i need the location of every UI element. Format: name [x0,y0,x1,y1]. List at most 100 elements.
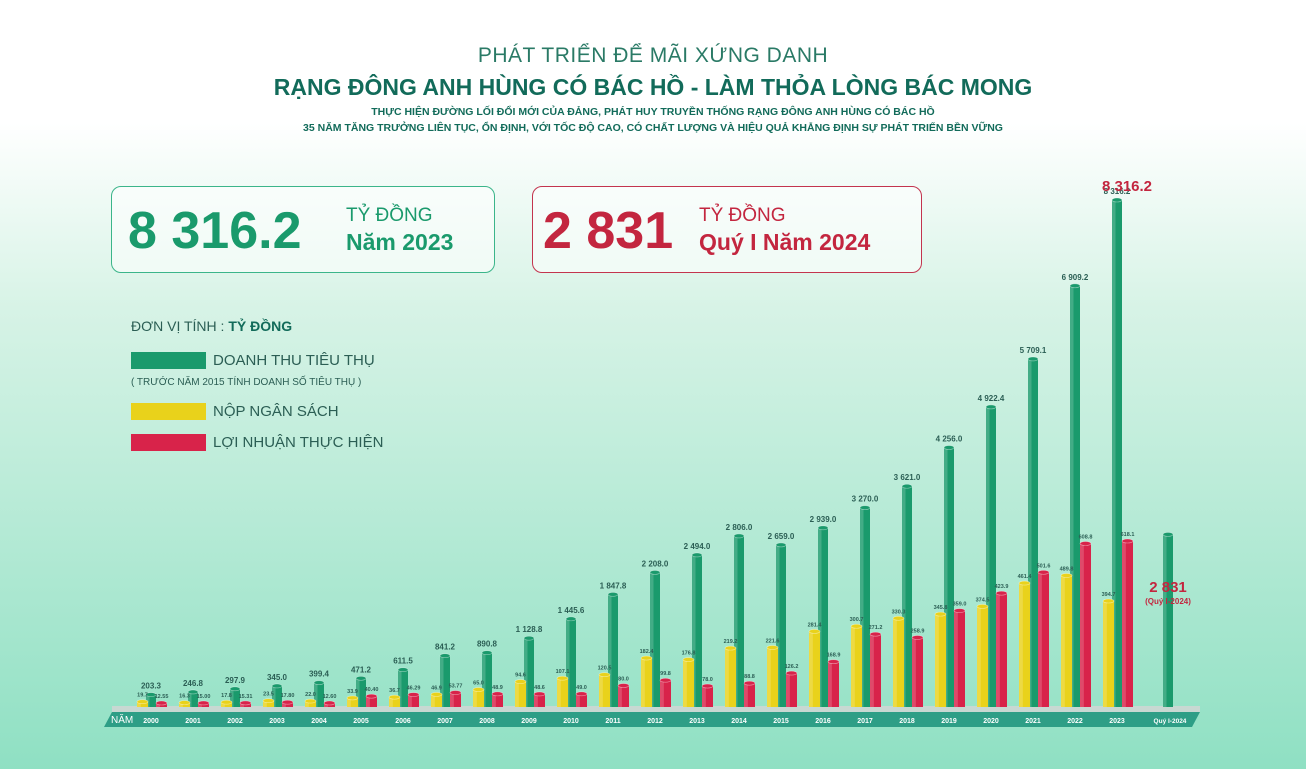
bar-revenue-2008-shine [482,652,486,707]
bar-revenue-2014 [734,535,744,707]
bar-revenue-2016-top [817,525,829,531]
bar-profit-2014 [744,683,755,707]
bar-budget-2015-shine [767,647,771,707]
label-profit-2020: 423.9 [995,584,1009,590]
label-budget-2012: 182.4 [640,649,655,655]
label-budget-2001: 16.3 [179,694,190,700]
bar-revenue-2013 [692,554,702,707]
label-profit-2006: 46.29 [407,686,421,692]
label-budget-2022: 489.8 [1060,566,1074,572]
tick-2018: 2018 [899,718,915,725]
bar-revenue-2017-shine [860,507,864,707]
x-axis-label: NĂM [111,713,133,726]
bar-budget-2009-top [514,679,527,684]
bar-budget-2022-top [1060,573,1073,578]
bar-profit-2001-top [197,700,210,706]
bar-revenue-2022-shine [1070,285,1074,707]
legend-unit-value: TỶ ĐỒNG [228,318,293,334]
label-revenue-2017: 3 270.0 [852,495,879,504]
label-revenue-2018: 3 621.0 [894,473,921,482]
label-profit-2017: 271.2 [869,625,883,631]
label-revenue-2006: 611.5 [393,657,413,666]
bar-budget-2019-top [934,611,947,617]
label-profit-2007: 53.77 [449,684,463,690]
bar-profit-2007-shine [450,692,454,707]
revenue-q1-2024-card: 2 831 TỶ ĐỒNG Quý I Năm 2024 [532,186,922,273]
bar-revenue-2012-shine [650,572,654,707]
label-profit-2001: 15.00 [197,694,211,700]
bar-budget-2008 [473,689,484,707]
bar-budget-2020-shine [977,606,981,707]
bar-budget-2002 [221,702,232,707]
bar-budget-2018 [893,618,904,707]
bar-revenue-2011-shine [608,594,612,707]
bar-revenue-2008-top [481,650,493,655]
tick-2006: 2006 [395,718,411,725]
bar-profit-2016-top [827,659,840,664]
bar-revenue-2018 [902,486,912,707]
bar-revenue-2000 [146,694,156,707]
card-value: 8 316.2 [128,202,302,260]
bar-budget-2014-top [724,645,737,651]
bar-budget-2013-shine [683,659,687,707]
label-budget-2019: 345.8 [934,605,948,611]
bar-profit-2018-top [911,635,924,640]
label-budget-2003: 23.5 [263,692,274,698]
bar-profit-2015-top [785,670,798,676]
label-profit-2023: 618.1 [1121,532,1135,538]
bar-budget-2015 [767,647,778,707]
label-revenue-2019: 4 256.0 [936,435,963,444]
bar-budget-2000-top [136,699,149,705]
bar-profit-2012 [660,680,671,707]
label-budget-2010: 107.1 [556,669,570,675]
label-revenue-2021: 5 709.1 [1020,346,1047,355]
highlight-2023-value: 8 316.2 [1102,178,1152,195]
bar-budget-2003-shine [263,700,267,707]
tick-2019: 2019 [941,718,957,725]
label-revenue-2008: 890.8 [477,640,498,649]
bar-budget-2008-top [472,687,485,692]
label-revenue-2001: 246.8 [183,679,204,688]
label-profit-2003: 17.80 [281,693,295,699]
bar-revenue-2006 [398,669,408,707]
label-revenue-2007: 841.2 [435,643,456,652]
label-profit-2022: 608.8 [1079,534,1093,540]
bar-budget-2012 [641,658,652,707]
bar-budget-2017 [851,626,862,707]
label-budget-2017: 300.7 [850,617,864,623]
tick-2012: 2012 [647,718,663,725]
bar-profit-2010-shine [576,693,580,707]
bar-profit-2014-shine [744,683,748,707]
bar-revenue-2010-top [565,616,577,622]
bar-budget-2018-top [892,615,905,621]
legend-revenue-note: ( TRƯỚC NĂM 2015 TÍNH DOANH SỐ TIÊU THỤ … [131,377,362,388]
card-unit: TỶ ĐỒNG [346,205,433,226]
bar-budget-2005-shine [347,697,351,707]
bar-budget-2013 [683,659,694,707]
bar-revenue-2014-shine [734,535,738,707]
bar-profit-2019-top [953,608,966,613]
bar-budget-2012-top [640,655,653,661]
bar-revenue-2001-shine [188,691,192,707]
bar-revenue-2001 [188,691,198,707]
bar-revenue-2016-shine [818,527,822,707]
label-profit-2016: 168.9 [827,653,841,659]
bar-profit-2020-shine [996,593,1000,707]
bar-budget-2021-top [1018,580,1031,586]
bar-revenue-2014-top [733,533,745,539]
tick-Quý I-2024: Quý I-2024 [1154,718,1187,725]
bar-budget-2010-top [556,675,569,681]
tick-2023: 2023 [1109,718,1125,725]
bar-profit-2022-top [1079,541,1092,546]
highlight-q1-label: (Quý I-2024) [1145,597,1191,606]
bar-profit-2023-top [1121,538,1134,544]
bar-profit-2013-top [701,683,714,689]
bar-revenue-2000-top [145,692,157,697]
bar-profit-2015 [786,673,797,707]
bar-budget-2007-top [430,692,443,697]
bar-revenue-2002 [230,688,240,707]
bar-profit-2011-top [617,683,630,688]
label-profit-2018: 258.9 [911,628,925,634]
bar-profit-2007-top [449,690,462,695]
title-line-2: RẠNG ĐÔNG ANH HÙNG CÓ BÁC HỒ - LÀM THỎA … [273,74,1033,100]
